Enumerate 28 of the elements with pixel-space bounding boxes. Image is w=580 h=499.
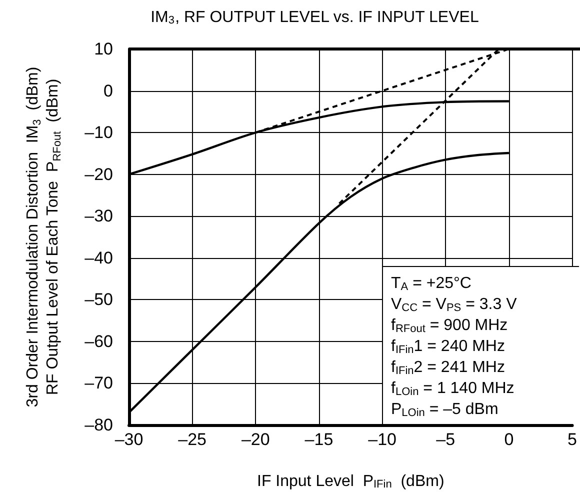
annotation: f$_{IFin}$2 = 241 MHz — [391, 358, 506, 378]
y-tick-label: –80 — [84, 416, 113, 434]
text: 3rd Order Intermodulation Distortion IM3 (dBm) RF Output Level of Each Tone PRFout (dBm) — [24, 66, 64, 408]
y-tick-label: –40 — [84, 248, 113, 268]
x-tick-label: 5 — [568, 430, 578, 449]
y-tick-label: 10 — [94, 40, 113, 58]
x-tick-label: –25 — [178, 430, 207, 449]
annotation: f$_{IFin}$1 = 240 MHz — [391, 337, 506, 357]
y-tick-label: –60 — [84, 332, 113, 351]
annotation: P$_{LOin}$ = –5 dBm — [391, 400, 500, 420]
y-tick-label: –70 — [84, 374, 113, 393]
x-tick-label: –5 — [436, 430, 456, 449]
y-tick-label: –50 — [84, 290, 113, 310]
x-axis-title: IF Input Level PIFin (dBm) — [256, 473, 444, 490]
annotation: f$_{RFout}$ = 900 MHz — [391, 316, 509, 336]
x-tick-label: 0 — [504, 430, 514, 449]
y-tick-label: –30 — [84, 206, 113, 226]
x-tick-label: –10 — [368, 430, 396, 449]
annotation: V$_{CC}$ = V$_{PS}$ = 3.3 V — [391, 295, 518, 315]
annotation: T$_{A}$ = +25°C — [391, 274, 472, 294]
y-tick-label: –20 — [84, 164, 113, 184]
chart-title: IM3, RF OUTPUT LEVEL vs. IF INPUT LEVEL — [150, 9, 479, 26]
x-tick-label: –30 — [114, 430, 144, 449]
y-tick-label: 0 — [104, 81, 113, 100]
x-tick-label: –20 — [241, 430, 270, 449]
annotation: f$_{LOin}$ = 1 140 MHz — [391, 379, 516, 399]
x-tick-label: –15 — [304, 430, 334, 449]
y-tick-label: –10 — [84, 123, 113, 142]
